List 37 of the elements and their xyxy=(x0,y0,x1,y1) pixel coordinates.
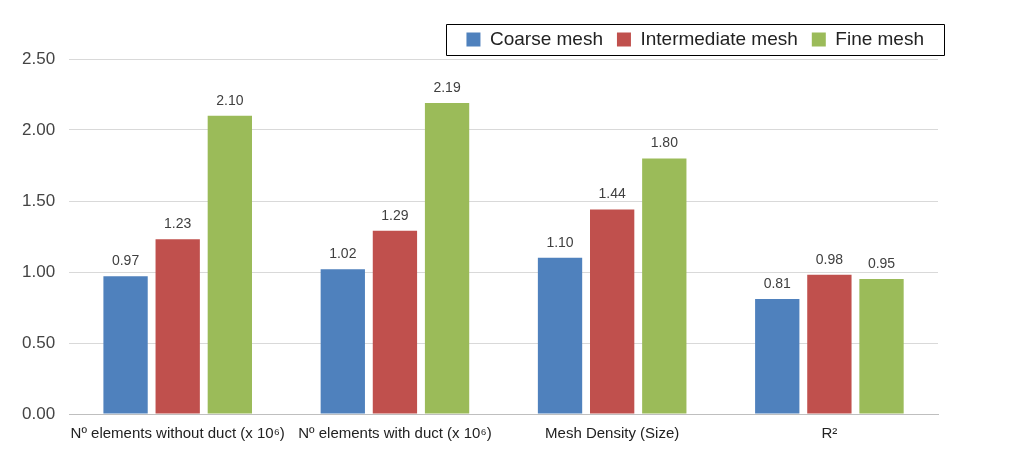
data-label: 0.98 xyxy=(815,250,844,267)
y-tick-label: 1.50 xyxy=(21,190,56,210)
legend-label: Coarse mesh xyxy=(489,27,603,49)
x-tick-label: Nº elements with duct (x 10⁶) xyxy=(298,424,492,442)
bar xyxy=(155,239,200,414)
data-label: 1.10 xyxy=(546,233,574,250)
bar xyxy=(807,274,852,414)
x-tick-label: Nº elements without duct (x 10⁶) xyxy=(70,424,285,442)
bar xyxy=(207,115,252,414)
bar xyxy=(755,298,800,414)
data-label: 0.81 xyxy=(763,274,792,291)
legend-label: Intermediate mesh xyxy=(640,27,798,49)
data-label: 2.19 xyxy=(433,78,461,95)
data-label: 1.80 xyxy=(650,134,679,151)
y-tick-label: 0.00 xyxy=(21,403,56,423)
bar xyxy=(859,279,904,414)
y-tick-label: 1.00 xyxy=(21,261,56,281)
y-tick-label: 0.50 xyxy=(21,332,56,352)
bar xyxy=(372,230,418,414)
bar xyxy=(642,158,687,414)
legend-label: Fine mesh xyxy=(835,27,924,49)
data-label: 1.02 xyxy=(329,245,357,262)
data-label: 1.29 xyxy=(381,206,409,223)
data-label: 0.97 xyxy=(111,252,140,269)
y-tick-label: 2.00 xyxy=(21,119,56,139)
y-tick-label: 2.50 xyxy=(21,48,56,68)
data-label: 1.44 xyxy=(598,185,626,202)
data-label: 2.10 xyxy=(216,91,244,108)
bar xyxy=(103,276,148,414)
bar xyxy=(424,103,470,414)
x-tick-label: R² xyxy=(821,424,838,442)
bar xyxy=(537,257,583,414)
x-tick-label: Mesh Density (Size) xyxy=(545,424,680,442)
data-label: 0.95 xyxy=(867,254,896,271)
bar xyxy=(590,209,635,414)
bar xyxy=(320,269,365,414)
data-label: 1.23 xyxy=(164,215,192,232)
